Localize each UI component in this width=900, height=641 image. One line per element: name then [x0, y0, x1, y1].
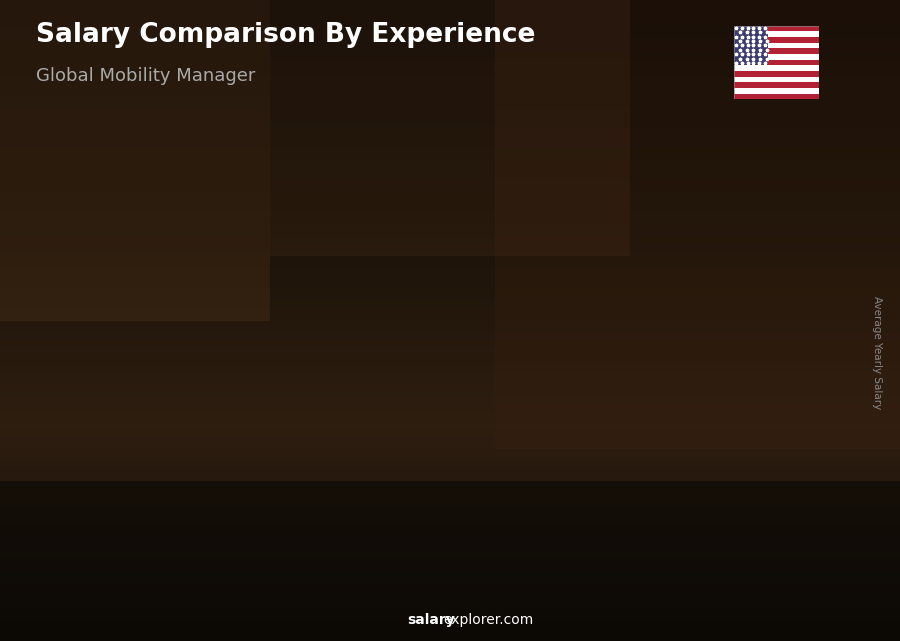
Bar: [588, 287, 653, 558]
Polygon shape: [714, 273, 786, 278]
Text: +5%: +5%: [661, 222, 707, 240]
Text: 185,000 USD: 185,000 USD: [452, 317, 525, 327]
Text: explorer.com: explorer.com: [444, 613, 534, 627]
Bar: [734, 65, 819, 71]
Polygon shape: [463, 310, 535, 314]
Bar: [734, 82, 819, 88]
Polygon shape: [276, 401, 283, 558]
Polygon shape: [150, 440, 158, 558]
Polygon shape: [779, 273, 786, 558]
Polygon shape: [337, 354, 409, 358]
Bar: [714, 273, 779, 558]
Text: 202,000 USD: 202,000 USD: [578, 294, 651, 304]
Text: Average Yearly Salary: Average Yearly Salary: [872, 296, 883, 409]
Bar: [734, 54, 819, 60]
Bar: [734, 71, 819, 77]
Bar: [734, 26, 768, 65]
Bar: [463, 310, 527, 558]
Bar: [495, 0, 900, 449]
Polygon shape: [653, 287, 661, 558]
Bar: [734, 26, 819, 31]
Bar: [734, 94, 819, 99]
Polygon shape: [527, 310, 535, 558]
Text: +21%: +21%: [403, 259, 461, 277]
Bar: [211, 401, 276, 558]
Bar: [337, 354, 401, 558]
Bar: [734, 31, 819, 37]
Text: Salary Comparison By Experience: Salary Comparison By Experience: [36, 22, 536, 49]
Bar: [85, 440, 150, 558]
Text: +9%: +9%: [535, 236, 581, 254]
Bar: [734, 48, 819, 54]
Text: 87,400 USD: 87,400 USD: [78, 447, 145, 458]
Polygon shape: [401, 354, 409, 558]
Text: +34%: +34%: [151, 350, 210, 368]
Bar: [734, 43, 819, 48]
Bar: [734, 37, 819, 43]
Bar: [0, 0, 270, 320]
Bar: [734, 60, 819, 65]
Bar: [734, 77, 819, 82]
Text: Global Mobility Manager: Global Mobility Manager: [36, 67, 256, 85]
Polygon shape: [85, 440, 158, 442]
Bar: [734, 88, 819, 94]
Bar: [0, 481, 900, 641]
Bar: [270, 0, 630, 256]
Text: +30%: +30%: [277, 303, 336, 321]
Text: 152,000 USD: 152,000 USD: [327, 361, 400, 371]
Polygon shape: [211, 401, 283, 404]
Polygon shape: [588, 287, 661, 292]
Text: salary: salary: [407, 613, 454, 627]
Text: 117,000 USD: 117,000 USD: [201, 408, 274, 418]
Text: 212,000 USD: 212,000 USD: [704, 280, 777, 290]
